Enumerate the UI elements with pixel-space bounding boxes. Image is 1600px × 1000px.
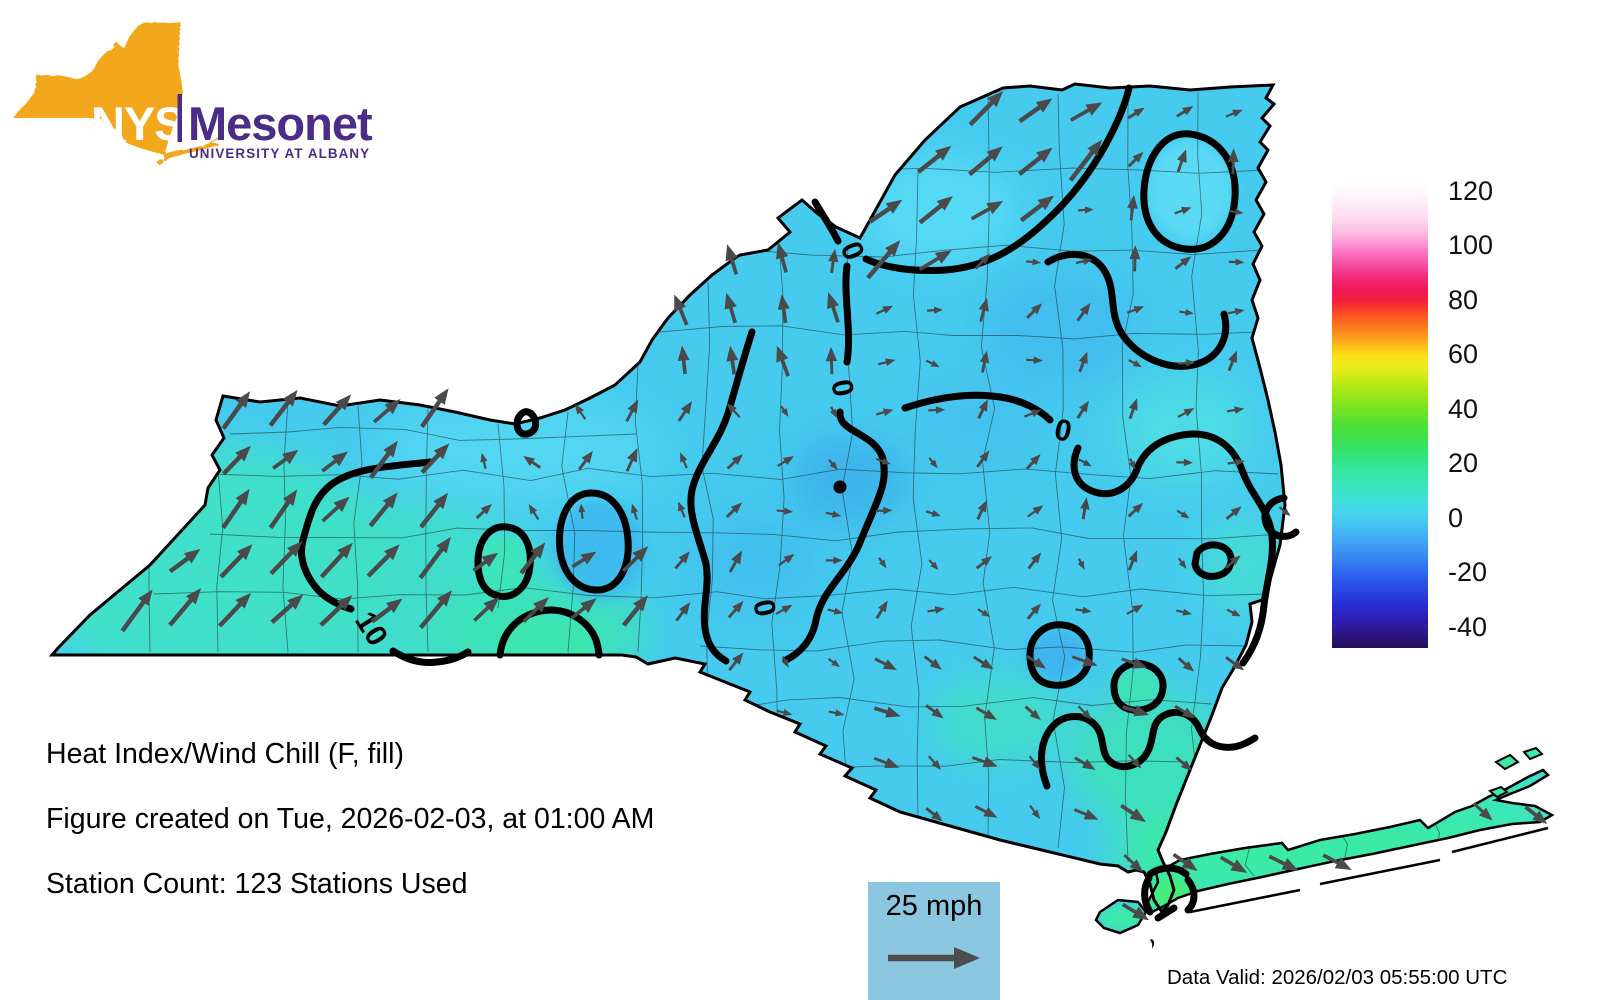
contour-label-0: 0 [746, 596, 782, 619]
map-variable-title: Heat Index/Wind Chill (F, fill) [46, 738, 404, 770]
colorbar-tick-40: 40 [1448, 393, 1479, 424]
station-count-text: Station Count: 123 Stations Used [46, 868, 468, 900]
colorbar-tick-100: 100 [1448, 230, 1494, 261]
contour-label-0: 0 [1051, 413, 1074, 449]
colorbar-tick--20: -20 [1448, 557, 1488, 588]
logo-divider [177, 94, 182, 142]
temperature-colorbar [1332, 183, 1428, 648]
island [1494, 753, 1520, 771]
small-island-mark [1150, 939, 1155, 949]
colorbar-tick-120: 120 [1448, 175, 1494, 206]
island [1522, 746, 1544, 761]
figure-created-text: Figure created on Tue, 2026-02-03, at 01… [46, 803, 655, 835]
island [1488, 785, 1509, 799]
colorbar-tick-0: 0 [1448, 502, 1464, 533]
colorbar-tick-20: 20 [1448, 448, 1479, 479]
colorbar-tick--40: -40 [1448, 611, 1488, 642]
logo-subtitle: UNIVERSITY AT ALBANY [189, 146, 370, 161]
wind-arrows [120, 91, 1548, 921]
logo-wordmark: Mesonet [188, 97, 373, 150]
nys-mesonet-logo: NYS Mesonet UNIVERSITY AT ALBANY [13, 22, 374, 165]
data-valid-timestamp: Data Valid: 2026/02/03 05:55:00 UTC [1167, 966, 1508, 989]
wind-speed-legend: 25 mph [868, 882, 1000, 1000]
barrier-island-lines [1189, 826, 1549, 914]
wind-speed-label: 25 mph [885, 890, 983, 922]
colorbar-tick-80: 80 [1448, 284, 1479, 315]
logo-acronym: NYS [91, 97, 185, 150]
county-boundaries [148, 91, 1441, 877]
state-outline [50, 82, 1554, 949]
wind-reference-arrow-icon [888, 947, 980, 969]
colorbar-tick-60: 60 [1448, 339, 1479, 370]
contour-lines [298, 84, 1300, 922]
contour-label-0: 0 [824, 376, 860, 399]
contour-minimum-dot [833, 480, 847, 494]
